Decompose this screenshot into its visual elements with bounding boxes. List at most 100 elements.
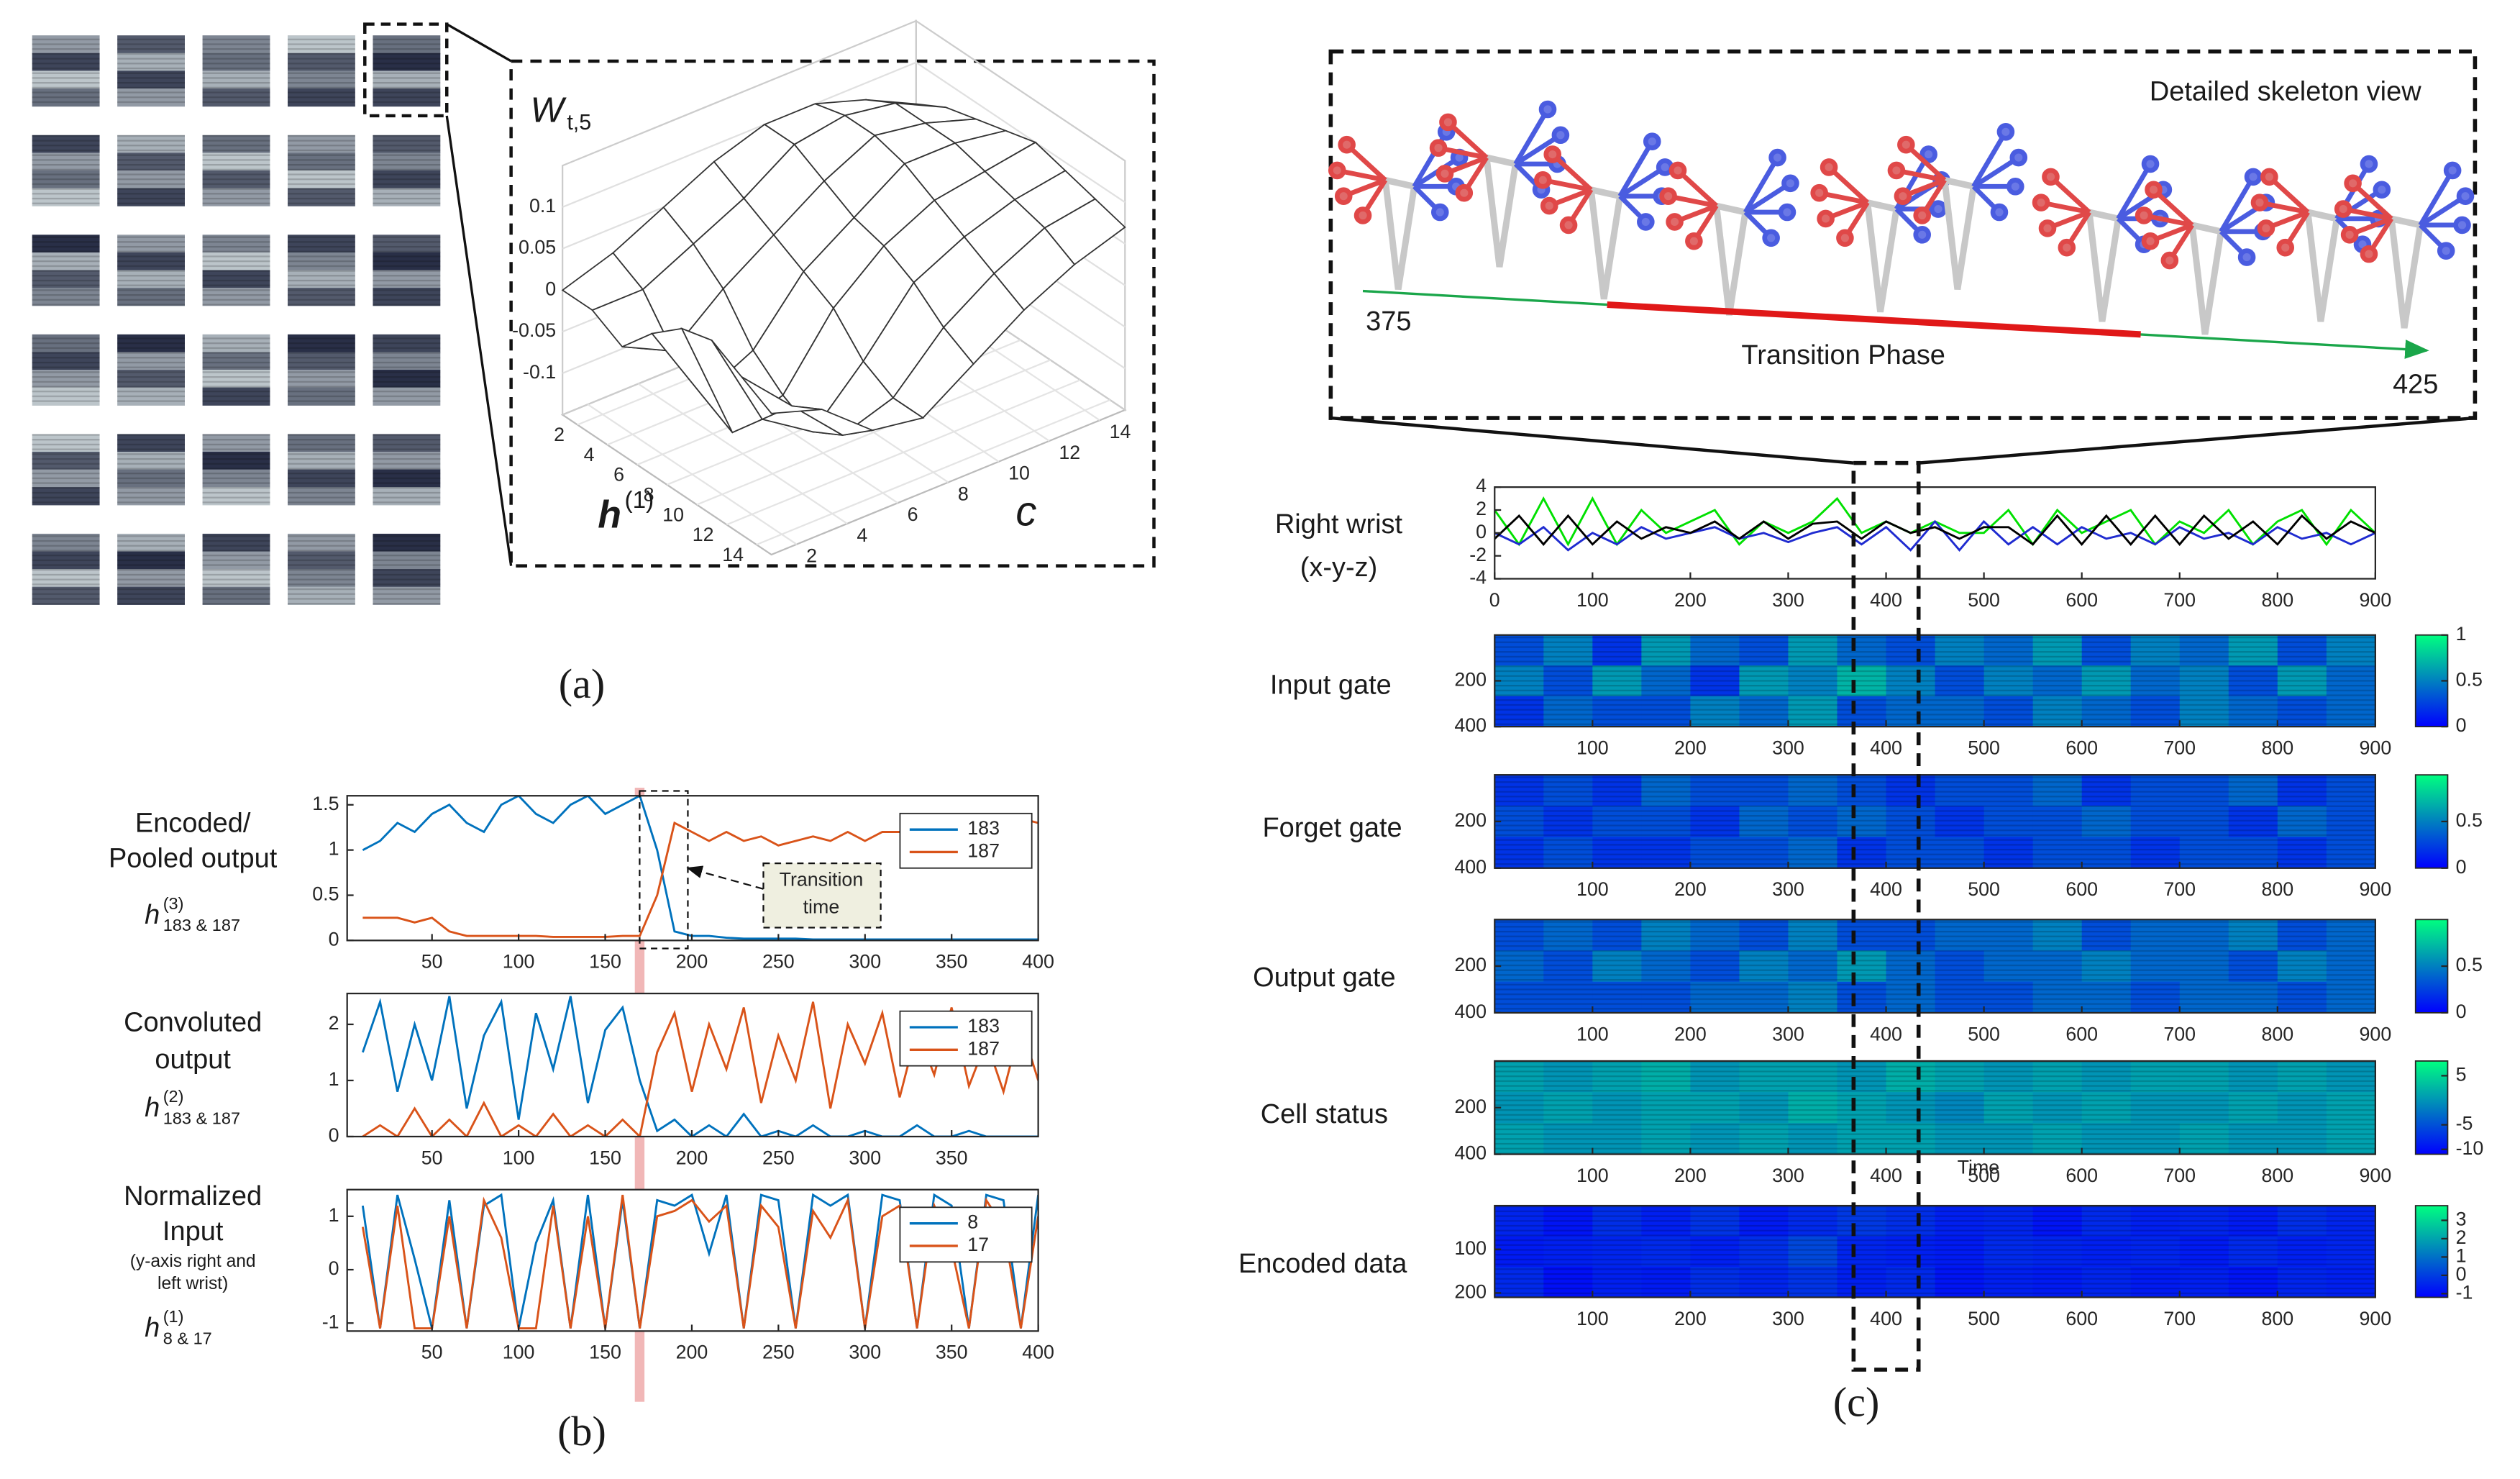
y-tick-label: 400 [1454, 856, 1487, 878]
y-tick-label: -1 [322, 1311, 339, 1332]
start-frame: 375 [1366, 306, 1411, 337]
row-label: Forget gate [1262, 813, 1402, 843]
x-tick-label: 700 [2163, 878, 2196, 900]
x-tick-label: 500 [1968, 1023, 2000, 1045]
superscript: (1) [625, 487, 654, 514]
row-symbol: h (2) 183 & 187 [145, 1087, 240, 1127]
tile-texture [288, 533, 355, 605]
x-tick-label: 800 [2261, 1023, 2293, 1045]
tile-texture [373, 35, 441, 106]
row-label: Right wrist [1275, 509, 1403, 540]
x-tick-label: 800 [2261, 589, 2293, 611]
skeleton [2137, 170, 2273, 335]
y-tick-label: 1 [329, 1204, 339, 1226]
panel-label: (a) [559, 660, 605, 707]
x-tick-label: 0 [1489, 589, 1500, 611]
x-tick-label: 900 [2360, 737, 2392, 758]
phase-label: Transition Phase [1741, 340, 1945, 370]
row-note: (y-axis right and [130, 1252, 256, 1271]
c-tick-label: 2 [806, 545, 817, 567]
y-tick-label: 1 [329, 838, 339, 860]
annotation-text: time [803, 896, 840, 918]
y-tick-label: 4 [1476, 475, 1487, 496]
x-tick-label: 150 [589, 1342, 621, 1363]
tile-texture [373, 135, 441, 206]
legend-label: 187 [967, 1037, 1000, 1059]
subscript: 8 & 17 [163, 1329, 212, 1348]
z-tick-label: 0.1 [529, 195, 556, 217]
colorbar-tick-label: 0.5 [2456, 809, 2483, 831]
y-tick-label: -4 [1469, 567, 1487, 588]
zoom-line [1918, 416, 2475, 465]
superscript: (1) [163, 1307, 184, 1326]
x-tick-label: 150 [589, 951, 621, 973]
colorbar-tick-label: -10 [2456, 1137, 2484, 1159]
colorbar-tick-label: 1 [2456, 623, 2467, 645]
skeleton [1813, 148, 1948, 312]
x-tick-label: 100 [1576, 878, 1609, 900]
skeleton-title: Detailed skeleton view [2150, 77, 2421, 107]
x-tick-label: 400 [1870, 878, 1902, 900]
row-label: Encoded/ [135, 808, 251, 838]
h-tick-label: 6 [613, 464, 624, 486]
tile-texture [202, 135, 270, 206]
subscript: 183 & 187 [163, 1109, 240, 1128]
x-tick-label: 200 [676, 951, 708, 973]
zoom-line [445, 115, 513, 566]
series-line [1494, 514, 2375, 546]
x-tick-label: 200 [676, 1342, 708, 1363]
tile-texture [32, 235, 100, 306]
x-tick-label: 900 [2360, 589, 2392, 611]
annotation-arrow [686, 865, 764, 890]
y-tick-label: 0 [329, 928, 339, 950]
x-tick-label: 250 [762, 1147, 795, 1168]
x-tick-label: 100 [1576, 1023, 1609, 1045]
y-tick-label: 2 [329, 1012, 339, 1034]
x-tick-label: 50 [421, 1147, 443, 1168]
x-tick-label: 200 [1674, 589, 1707, 611]
x-tick-label: 200 [1674, 1165, 1707, 1186]
x-tick-label: 500 [1968, 589, 2000, 611]
h-tick-label: 4 [584, 444, 595, 465]
h-tick-label: 14 [722, 544, 744, 565]
superscript: (3) [163, 894, 184, 913]
heatmap-texture [1494, 1060, 2375, 1155]
c-tick-label: 8 [958, 483, 969, 504]
surface-patch [741, 376, 822, 414]
x-tick-label: 250 [762, 1342, 795, 1363]
x-tick-label: 350 [936, 1342, 968, 1363]
tile-texture [32, 135, 100, 206]
x-tick-label: 100 [1576, 737, 1609, 758]
tile-texture [32, 334, 100, 406]
subscript: 183 & 187 [163, 916, 240, 934]
x-tick-label: 400 [1870, 737, 1902, 758]
x-tick-label: 350 [936, 1147, 968, 1168]
z-tick-label: -0.1 [523, 361, 556, 383]
legend-label: 183 [967, 817, 1000, 839]
c-grid-line [637, 383, 848, 524]
plot-area [1494, 487, 2375, 579]
z-grid-line [562, 61, 1126, 208]
series-line [362, 796, 1038, 941]
x-tick-label: 400 [1870, 1308, 1902, 1329]
series-line [1494, 519, 2375, 552]
tile-texture [202, 533, 270, 605]
x-tick-label: 100 [503, 1342, 535, 1363]
tile-texture [202, 334, 270, 406]
colorbar [2414, 1205, 2449, 1298]
x-tick-label: 500 [1968, 878, 2000, 900]
x-tick-label: 100 [503, 1147, 535, 1168]
transition-segment [1607, 301, 2141, 338]
x-tick-label: 400 [1022, 1342, 1054, 1363]
y-tick-label: 0 [1476, 521, 1487, 542]
x-tick-label: 800 [2261, 737, 2293, 758]
y-tick-label: 0 [329, 1257, 339, 1279]
legend-box [899, 812, 1033, 869]
row-label: Encoded data [1238, 1249, 1407, 1279]
colorbar-tick-label: 3 [2456, 1209, 2467, 1230]
y-tick-label: 400 [1454, 714, 1487, 736]
x-tick-label: 200 [676, 1147, 708, 1168]
row-label: Cell status [1261, 1099, 1388, 1129]
colorbar-tick-label: -5 [2456, 1113, 2473, 1134]
x-tick-label: 300 [1772, 589, 1804, 611]
